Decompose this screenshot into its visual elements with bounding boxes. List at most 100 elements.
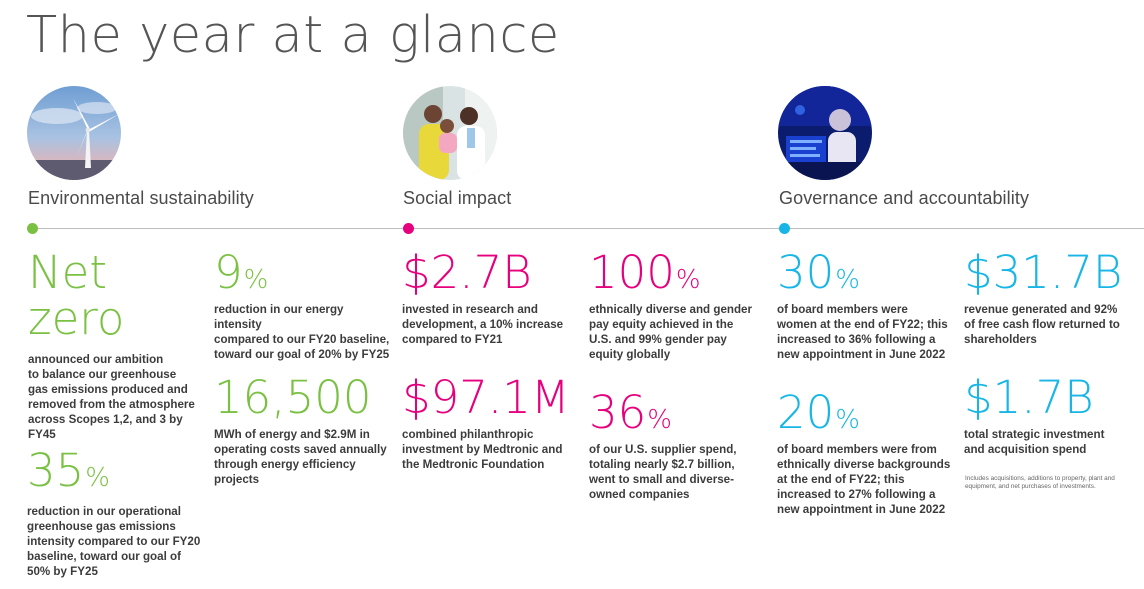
desc-line: ethnically diverse and gender — [589, 302, 753, 316]
footnote: Includes acquisitions, additions to prop… — [965, 475, 1141, 491]
stat-36-percent: 36% of our U.S. supplier spend, totaling… — [589, 390, 769, 502]
desc-line: greenhouse gas emissions — [27, 519, 176, 533]
stat-unit: % — [647, 405, 672, 435]
section-label-governance: Governance and accountability — [779, 188, 1030, 208]
stat-value: 36% — [589, 390, 769, 436]
stat-unit: % — [85, 463, 110, 493]
stat-number: $2.7B — [402, 246, 532, 299]
desc-line: revenue generated and 92% — [964, 302, 1118, 316]
desc-line: increased to 36% following a — [777, 332, 936, 346]
timeline-dot-environment — [27, 223, 38, 234]
stat-value: 16,500 — [214, 375, 394, 421]
stat-unit: % — [835, 405, 860, 435]
desc-line: shareholders — [964, 332, 1037, 346]
stat-1-7b: $1.7B total strategic investment and acq… — [964, 375, 1140, 457]
desc-line: at the end of FY22; this — [777, 472, 905, 486]
timeline-dot-governance — [779, 223, 790, 234]
stat-value: $31.7B — [964, 250, 1140, 296]
wind-turbine-photo — [27, 86, 121, 180]
stat-value: 30% — [777, 250, 962, 296]
desc-line: intensity compared to our FY20 — [27, 534, 201, 548]
desc-line: equity globally — [589, 347, 671, 361]
desc-line: ethnically diverse backgrounds — [777, 457, 951, 471]
stat-value: 100% — [589, 250, 769, 296]
desc-line: baseline, toward our goal of — [27, 549, 181, 563]
stat-number: $97.1M — [402, 371, 570, 424]
desc-line: of board members were — [777, 302, 908, 316]
stat-value: 20% — [777, 390, 962, 436]
desc-line: projects — [214, 472, 260, 486]
stat-2-7b: $2.7B invested in research and developme… — [402, 250, 582, 347]
stat-description: of our U.S. supplier spend, totaling nea… — [589, 442, 769, 502]
section-label-social: Social impact — [403, 188, 512, 208]
stat-number: $31.7B — [964, 246, 1123, 299]
laboratory-illustration — [778, 86, 872, 180]
desc-line: reduction in our energy intensity — [214, 302, 344, 331]
stat-value: $97.1M — [402, 375, 582, 421]
stat-number: 16,500 — [214, 371, 372, 424]
stat-31-7b: $31.7B revenue generated and 92% of free… — [964, 250, 1140, 347]
stat-100-percent: 100% ethnically diverse and gender pay e… — [589, 250, 769, 362]
desc-line: investment by Medtronic and — [402, 442, 563, 456]
stat-description: MWh of energy and $2.9M in operating cos… — [214, 427, 394, 487]
stat-unit: % — [675, 265, 701, 295]
desc-line: of board members were from — [777, 442, 937, 456]
stat-value: Net zero — [28, 250, 208, 342]
section-label-environment: Environmental sustainability — [28, 188, 254, 208]
desc-line: totaling nearly $2.7 billion, — [589, 457, 735, 471]
stat-number: 9 — [214, 246, 243, 299]
stat-value: $2.7B — [402, 250, 582, 296]
stat-description: invested in research and development, a … — [402, 302, 582, 347]
stat-description: of board members were women at the end o… — [777, 302, 962, 362]
stat-description: of board members were from ethnically di… — [777, 442, 962, 517]
timeline-dot-social — [403, 223, 414, 234]
laboratory-photo — [778, 86, 872, 180]
stat-unit: % — [243, 265, 269, 295]
desc-line: went to small and diverse- — [589, 472, 734, 486]
stat-number: 20 — [777, 386, 835, 439]
desc-line: development, a 10% increase — [402, 317, 564, 331]
desc-line: through energy efficiency — [214, 457, 356, 471]
desc-line: owned companies — [589, 487, 690, 501]
stat-number: 35 — [27, 444, 85, 497]
desc-line: invested in research and — [402, 302, 538, 316]
stat-description: reduction in our energy intensity compar… — [214, 302, 394, 362]
desc-line: new appointment in June 2022 — [777, 347, 946, 361]
stat-description: combined philanthropic investment by Med… — [402, 427, 582, 472]
page-title: The year at a glance — [26, 6, 560, 65]
stat-30-percent: 30% of board members were women at the e… — [777, 250, 962, 362]
footnote-line: equipment, and net purchases of investme… — [965, 483, 1096, 490]
desc-line: the Medtronic Foundation — [402, 457, 545, 471]
desc-line: operating costs saved annually — [214, 442, 387, 456]
stat-35-percent: 35% reduction in our operational greenho… — [27, 448, 207, 579]
healthcare-worker-illustration — [403, 86, 497, 180]
desc-line: compared to FY21 — [402, 332, 503, 346]
stat-number: 100 — [589, 246, 675, 299]
stat-value: 35% — [27, 448, 207, 494]
stat-description: total strategic investment and acquisiti… — [964, 427, 1140, 457]
desc-line: MWh of energy and $2.9M in — [214, 427, 370, 441]
footnote-line: Includes acquisitions, additions to prop… — [965, 475, 1115, 482]
desc-line: U.S. and 99% gender pay — [589, 332, 727, 346]
desc-line: across Scopes 1,2, and 3 by FY45 — [28, 412, 183, 441]
desc-line: total strategic investment — [964, 427, 1105, 441]
desc-line: reduction in our operational — [27, 504, 181, 518]
stat-16500: 16,500 MWh of energy and $2.9M in operat… — [214, 375, 394, 487]
desc-line: and acquisition spend — [964, 442, 1087, 456]
desc-line: combined philanthropic — [402, 427, 534, 441]
stat-description: reduction in our operational greenhouse … — [27, 504, 207, 579]
desc-line: women at the end of FY22; this — [777, 317, 948, 331]
stat-unit: % — [835, 265, 860, 295]
wind-turbine-illustration — [27, 86, 121, 180]
desc-line: 50% by FY25 — [27, 564, 98, 578]
stat-description: announced our ambition to balance our gr… — [28, 352, 208, 442]
stat-value-line1: Net — [28, 246, 107, 299]
stat-9-percent: 9% reduction in our energy intensity com… — [214, 250, 394, 362]
stat-value: $1.7B — [964, 375, 1140, 421]
desc-line: to balance our greenhouse — [28, 367, 177, 381]
desc-line: announced our ambition — [28, 352, 164, 366]
desc-line: new appointment in June 2022 — [777, 502, 946, 516]
desc-line: compared to our FY20 baseline, — [214, 332, 390, 346]
stat-number: 36 — [589, 386, 647, 439]
stat-number: 30 — [777, 246, 835, 299]
